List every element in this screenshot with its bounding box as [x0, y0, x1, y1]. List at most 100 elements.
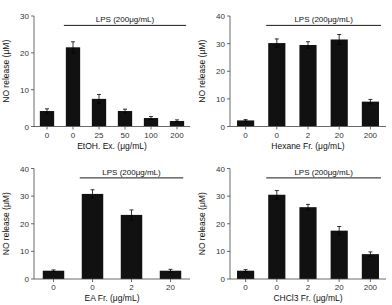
x-tick — [245, 279, 246, 282]
bar — [268, 195, 285, 279]
y-tick-label: 30 — [20, 12, 29, 21]
x-tick — [99, 127, 100, 130]
x-tick — [276, 127, 277, 130]
x-tick-label: 20 — [335, 131, 344, 140]
bar — [362, 102, 379, 127]
bar — [43, 271, 64, 279]
x-tick-label: 0 — [243, 131, 248, 140]
x-tick-label: 2 — [129, 283, 134, 292]
y-tick — [31, 223, 34, 224]
error-bar — [175, 120, 179, 122]
bar — [299, 45, 316, 126]
plot-area — [237, 191, 379, 279]
y-tick — [227, 43, 230, 44]
y-tick-label: 0 — [221, 123, 226, 132]
x-axis-label: Hexane Fr. (μg/mL) — [271, 141, 345, 151]
panel: 01020304000220200CHCl3 Fr. (μg/mL)NO rel… — [197, 165, 386, 304]
x-tick — [73, 127, 74, 130]
x-tick-label: 0 — [45, 131, 50, 140]
x-axis — [34, 279, 190, 280]
x-tick-label: 20 — [166, 283, 175, 292]
x-tick-label: 2 — [306, 131, 311, 140]
y-tick-label: 20 — [20, 220, 29, 229]
x-tick — [151, 127, 152, 130]
y-tick — [31, 196, 34, 197]
error-bar — [123, 109, 127, 113]
y-tick-label: 20 — [20, 49, 29, 58]
x-axis-label: EtOH. Ex. (μg/mL) — [77, 141, 147, 151]
y-tick — [227, 196, 230, 197]
x-tick-label: 0 — [71, 131, 76, 140]
x-axis-label: CHCl3 Fr. (μg/mL) — [273, 293, 342, 303]
bracket — [266, 25, 381, 26]
y-tick-label: 20 — [216, 67, 225, 76]
x-tick — [308, 279, 309, 282]
x-tick-label: 0 — [243, 283, 248, 292]
panel: 01020304000220EA Fr. (μg/mL)NO release (… — [1, 165, 190, 304]
y-tick — [31, 279, 34, 280]
x-tick-label: 200 — [364, 283, 378, 292]
y-axis-label: NO release (μM) — [197, 192, 207, 255]
y-tick-label: 30 — [216, 192, 225, 201]
x-tick-label: 50 — [121, 131, 130, 140]
error-bar — [306, 42, 310, 49]
bar — [362, 254, 379, 279]
error-bar — [91, 190, 95, 198]
bar — [118, 111, 132, 126]
annotation: LPS (200μg/mL) — [294, 15, 353, 24]
panel: 01020304000220200Hexane Fr. (μg/mL)NO re… — [197, 12, 386, 151]
x-tick — [177, 127, 178, 130]
error-bar — [130, 210, 134, 220]
y-tick-label: 10 — [216, 95, 225, 104]
y-tick-label: 40 — [216, 12, 225, 21]
y-tick-label: 0 — [25, 123, 30, 132]
error-bar — [337, 35, 341, 45]
x-tick — [131, 279, 132, 282]
bar — [268, 43, 285, 126]
error-bar — [368, 99, 372, 103]
x-tick — [370, 127, 371, 130]
y-axis — [230, 169, 231, 280]
annotation: LPS (200μg/mL) — [102, 168, 161, 177]
x-tick — [125, 127, 126, 130]
y-tick — [31, 16, 34, 17]
bar — [299, 207, 316, 279]
error-bar — [97, 94, 101, 103]
plot-area — [43, 190, 181, 279]
x-tick — [47, 127, 48, 130]
y-axis-label: NO release (μM) — [1, 40, 11, 103]
y-tick — [31, 52, 34, 53]
y-tick — [227, 126, 230, 127]
y-axis — [34, 169, 35, 280]
annotation: LPS (200μg/mL) — [294, 168, 353, 177]
y-tick-label: 40 — [216, 165, 225, 174]
bar — [82, 194, 103, 279]
x-tick-label: 100 — [144, 131, 158, 140]
x-tick — [370, 279, 371, 282]
y-tick — [227, 16, 230, 17]
x-tick-label: 0 — [275, 283, 280, 292]
x-tick-label: 2 — [306, 283, 311, 292]
error-bar — [45, 109, 49, 113]
figure: 0102030002550100200EtOH. Ex. (μg/mL)NO r… — [0, 0, 392, 305]
error-bar — [337, 227, 341, 235]
x-tick — [308, 127, 309, 130]
y-tick — [227, 168, 230, 169]
error-bar — [244, 270, 248, 272]
y-tick-label: 10 — [20, 247, 29, 256]
error-bar — [169, 269, 173, 272]
x-tick-label: 0 — [90, 283, 95, 292]
y-tick-label: 20 — [216, 220, 225, 229]
y-tick — [227, 98, 230, 99]
error-bar — [244, 120, 248, 122]
bar — [331, 39, 348, 126]
y-tick — [227, 279, 230, 280]
y-tick-label: 30 — [216, 40, 225, 49]
bar — [237, 120, 254, 126]
x-tick — [245, 127, 246, 130]
annotation: LPS (200μg/mL) — [96, 15, 155, 24]
bracket — [80, 177, 183, 178]
bar — [66, 47, 80, 126]
y-axis — [34, 16, 35, 127]
y-tick-label: 0 — [221, 275, 226, 284]
